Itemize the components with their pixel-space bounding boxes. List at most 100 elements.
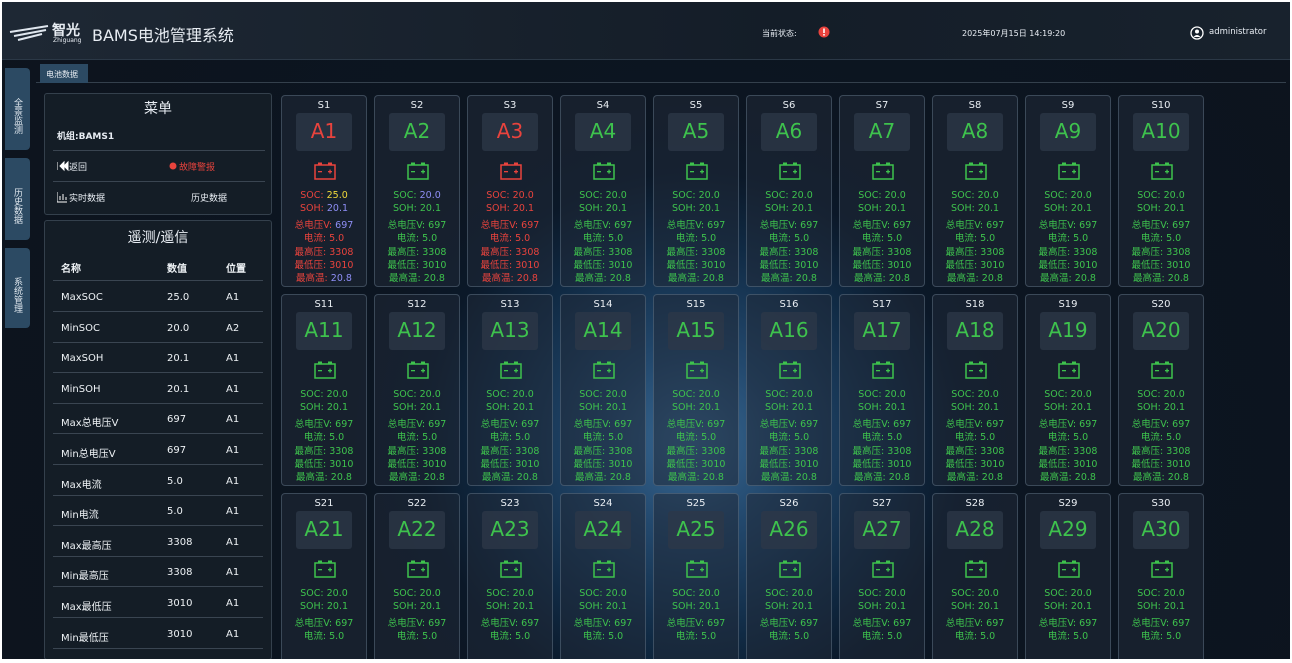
metric: SOH: 20.1 bbox=[933, 402, 1017, 413]
metric-label: 总电压V: bbox=[666, 219, 705, 231]
menu-item[interactable]: 故障警报 bbox=[179, 163, 216, 173]
menu-item[interactable]: 返回 bbox=[69, 163, 88, 173]
icon-wrap bbox=[407, 162, 429, 184]
icon-wrap bbox=[686, 361, 708, 383]
battery-card[interactable]: S28 A28 SOC: 20.0 SOH: 20.1 总电压V: 697 电流: 5.0 bbox=[932, 493, 1018, 659]
battery-card[interactable]: S25 A25 SOC: 20.0 SOH: 20.1 总电压V: 697 电流: 5.0 bbox=[653, 493, 739, 659]
battery-card[interactable]: S8 A8 SOC: 20.0 SOH: 20.1 总电压V: 697 电流: 5.0 最高… bbox=[932, 95, 1018, 287]
metric-label: 最低压: bbox=[852, 260, 885, 271]
status-label: 当前状态: bbox=[762, 29, 797, 38]
metric-value: 20.1 bbox=[605, 601, 628, 613]
metric: SOH: 20.1 bbox=[840, 601, 924, 612]
metric: SOC: 20.0 bbox=[840, 190, 924, 201]
metric: 最高温: 20.8 bbox=[654, 469, 738, 483]
battery-card[interactable]: S12 A12 SOC: 20.0 SOH: 20.1 总电压V: 697 电流: 5.0… bbox=[374, 294, 460, 486]
metric-value: 20.0 bbox=[326, 389, 348, 400]
battery-card[interactable]: S3 A3 SOC: 20.0 SOH: 20.1 总电压V: 697 电流: 5.0 最高… bbox=[467, 95, 553, 287]
battery-card[interactable]: S1 A1 SOC: 25.0 SOH: 20.1 总电压V: 697 电流: 5.0 最高… bbox=[281, 95, 367, 287]
metric: 最高温: 20.8 bbox=[468, 469, 552, 483]
metric-label: SOC: bbox=[765, 588, 789, 599]
battery-card[interactable]: S27 A27 SOC: 20.0 SOH: 20.1 总电压V: 697 电流: 5.0 bbox=[839, 493, 925, 659]
metric-label: 电流: bbox=[1047, 432, 1071, 444]
battery-card[interactable]: S2 A2 SOC: 20.0 SOH: 20.1 总电压V: 697 电流: 5.0 最高… bbox=[374, 95, 460, 287]
icon-wrap bbox=[1151, 361, 1173, 383]
metric-label: SOC: bbox=[951, 588, 975, 599]
battery-card[interactable]: S30 A30 SOC: 20.0 SOH: 20.1 总电压V: 697 电流: 5.0 bbox=[1118, 493, 1204, 659]
metric-value: 20.8 bbox=[1074, 273, 1096, 285]
metric: 最高压: 3308 bbox=[468, 443, 552, 457]
metric: 最高温: 20.8 bbox=[1026, 270, 1110, 284]
metric-label: 总电压V: bbox=[666, 418, 705, 430]
card-name: A17 bbox=[862, 318, 902, 342]
battery-card[interactable]: S16 A16 SOC: 20.0 SOH: 20.1 总电压V: 697 电流: 5.0… bbox=[746, 294, 832, 486]
table-cell: Min总电压V bbox=[61, 449, 116, 460]
battery-card[interactable]: S22 A22 SOC: 20.0 SOH: 20.1 总电压V: 697 电流: 5.0 bbox=[374, 493, 460, 659]
name-box bbox=[575, 113, 631, 151]
battery-card[interactable]: S15 A15 SOC: 20.0 SOH: 20.1 总电压V: 697 电流: 5.0… bbox=[653, 294, 739, 486]
nav-item[interactable]: 系统管理 bbox=[5, 248, 30, 328]
menu-item[interactable]: 实时数据 bbox=[69, 194, 106, 204]
metric-value: 3010 bbox=[1166, 459, 1191, 470]
battery-card[interactable]: S17 A17 SOC: 20.0 SOH: 20.1 总电压V: 697 电流: 5.0… bbox=[839, 294, 925, 486]
battery-card[interactable]: S20 A20 SOC: 20.0 SOH: 20.1 总电压V: 697 电流: 5.0… bbox=[1118, 294, 1204, 486]
battery-card[interactable]: S19 A19 SOC: 20.0 SOH: 20.1 总电压V: 697 电流: 5.0… bbox=[1025, 294, 1111, 486]
card-name: A9 bbox=[1054, 119, 1082, 143]
metric-label: 电流: bbox=[861, 432, 885, 444]
metric-value: 20.8 bbox=[795, 472, 817, 484]
card-slot: S6 bbox=[782, 100, 796, 111]
metric: SOH: 20.1 bbox=[561, 402, 645, 413]
battery-card[interactable]: S6 A6 SOC: 20.0 SOH: 20.1 总电压V: 697 电流: 5.0 最高… bbox=[746, 95, 832, 287]
battery-card[interactable]: S18 A18 SOC: 20.0 SOH: 20.1 总电压V: 697 电流: 5.0… bbox=[932, 294, 1018, 486]
battery-card[interactable]: S5 A5 SOC: 20.0 SOH: 20.1 总电压V: 697 电流: 5.0 最高… bbox=[653, 95, 739, 287]
battery-card[interactable]: S23 A23 SOC: 20.0 SOH: 20.1 总电压V: 697 电流: 5.0 bbox=[467, 493, 553, 659]
metric-label: 电流: bbox=[582, 233, 606, 245]
battery-icon bbox=[407, 162, 429, 180]
icon-wrap bbox=[779, 560, 801, 582]
battery-card[interactable]: S13 A13 SOC: 20.0 SOH: 20.1 总电压V: 697 电流: 5.0… bbox=[467, 294, 553, 486]
metric: SOH: 20.1 bbox=[282, 402, 366, 413]
user[interactable]: administrator bbox=[1209, 27, 1267, 37]
name-box bbox=[668, 312, 724, 350]
metric-label: 最高压: bbox=[852, 246, 885, 258]
metric-label: 电流: bbox=[582, 631, 606, 643]
metric-label: SOH: bbox=[1043, 203, 1068, 215]
metric-label: 总电压V: bbox=[573, 219, 612, 231]
name-box bbox=[296, 511, 352, 549]
battery-card[interactable]: S11 A11 SOC: 20.0 SOH: 20.1 总电压V: 697 电流: 5.0… bbox=[281, 294, 367, 486]
metric-label: 最低压: bbox=[945, 459, 978, 470]
battery-card[interactable]: S26 A26 SOC: 20.0 SOH: 20.1 总电压V: 697 电流: 5.0 bbox=[746, 493, 832, 659]
metric: SOC: 20.0 bbox=[1119, 389, 1203, 400]
nav-item[interactable]: 历史数据 bbox=[5, 158, 30, 240]
metric-value: 5.0 bbox=[1166, 631, 1182, 643]
metric-label: SOC: bbox=[486, 389, 510, 400]
metric: 总电压V: 697 bbox=[747, 217, 831, 231]
battery-card[interactable]: S4 A4 SOC: 20.0 SOH: 20.1 总电压V: 697 电流: 5.0 最高… bbox=[560, 95, 646, 287]
table-cell: A1 bbox=[226, 475, 240, 487]
metric: 最高温: 20.8 bbox=[933, 270, 1017, 284]
battery-card[interactable]: S10 A10 SOC: 20.0 SOH: 20.1 总电压V: 697 电流: 5.0… bbox=[1118, 95, 1204, 287]
battery-card[interactable]: S9 A9 SOC: 20.0 SOH: 20.1 总电压V: 697 电流: 5.0 最高… bbox=[1025, 95, 1111, 287]
battery-card[interactable]: S24 A24 SOC: 20.0 SOH: 20.1 总电压V: 697 电流: 5.0 bbox=[560, 493, 646, 659]
tab[interactable]: 电池数据 bbox=[40, 64, 88, 83]
card-name: A20 bbox=[1141, 318, 1181, 342]
metric-label: SOH: bbox=[299, 402, 324, 414]
metric-value: 20.0 bbox=[1070, 190, 1092, 201]
battery-card[interactable]: S7 A7 SOC: 20.0 SOH: 20.1 总电压V: 697 电流: 5.0 最高… bbox=[839, 95, 925, 287]
card-slot: S17 bbox=[872, 299, 892, 310]
nav-item[interactable]: 全景监测 bbox=[5, 68, 30, 150]
battery-card[interactable]: S21 A21 SOC: 20.0 SOH: 20.1 总电压V: 697 电流: 5.0 bbox=[281, 493, 367, 659]
metric-label: 最高温: bbox=[575, 472, 607, 484]
battery-card[interactable]: S29 A29 SOC: 20.0 SOH: 20.1 总电压V: 697 电流: 5.0 bbox=[1025, 493, 1111, 659]
metric-value: 3308 bbox=[794, 246, 819, 258]
metric-label: 电流: bbox=[1047, 631, 1071, 643]
metric-value: 25.0 bbox=[326, 190, 348, 201]
metric-label: SOC: bbox=[300, 588, 324, 599]
metric-label: 电流: bbox=[396, 432, 420, 444]
name-box bbox=[947, 312, 1003, 350]
menu-item[interactable]: 历史数据 bbox=[191, 194, 228, 204]
battery-card[interactable]: S14 A14 SOC: 20.0 SOH: 20.1 总电压V: 697 电流: 5.0… bbox=[560, 294, 646, 486]
metric-value: 20.1 bbox=[884, 203, 907, 215]
metric-label: 总电压V: bbox=[759, 617, 798, 629]
metric: SOC: 20.0 bbox=[1026, 190, 1110, 201]
metric-label: 最高压: bbox=[573, 246, 606, 258]
